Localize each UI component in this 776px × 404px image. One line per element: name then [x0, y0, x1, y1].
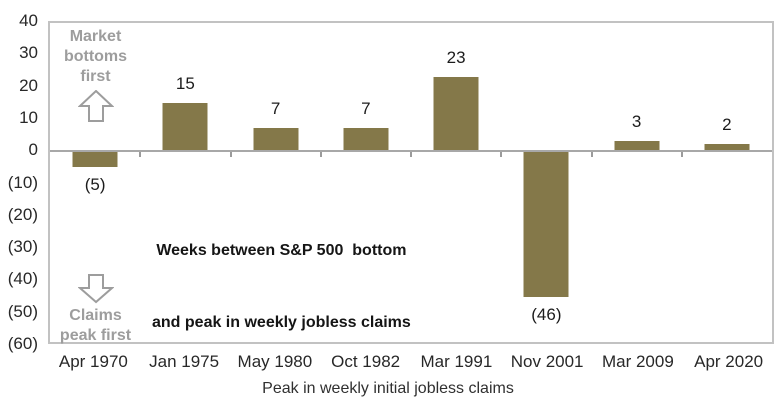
annotation-line: Weeks between S&P 500 bottom [156, 242, 407, 259]
x-tick-label: Jan 1975 [149, 352, 220, 371]
y-tick-label: (50) [7, 301, 38, 321]
x-tick-label: Mar 2009 [601, 352, 674, 371]
y-axis: 40 30 20 10 0 (10) (20) (30) (40) (50) (60) [0, 0, 46, 404]
category-boundary-tick [500, 150, 503, 157]
y-tick-label: 10 [19, 107, 38, 127]
arrow-down-icon [77, 274, 114, 304]
bar [614, 141, 660, 151]
bar-value-label: (46) [531, 305, 562, 325]
bar [704, 144, 750, 151]
bars-container: (5) 15 7 7 23 (46) 3 2 [50, 23, 772, 342]
zero-axis-line [50, 149, 772, 152]
category-boundary-tick [139, 150, 142, 157]
y-tick-label: (10) [7, 172, 38, 192]
bar-value-label: 15 [175, 73, 195, 93]
y-tick-label: (20) [7, 204, 38, 224]
arrow-up-icon [77, 90, 114, 122]
note-line: bottoms [63, 48, 128, 65]
x-axis-title: Peak in weekly initial jobless claims [262, 380, 514, 397]
bar [343, 128, 389, 151]
annotation-line: and peak in weekly jobless claims [152, 314, 411, 331]
bar-value-label: 2 [722, 115, 732, 135]
y-tick-label: 20 [19, 75, 38, 95]
category-boundary-tick [590, 150, 593, 157]
bar-column: (5) [50, 23, 140, 342]
x-axis: Apr 1970 Jan 1975 May 1980 Oct 1982 Mar 1991… [48, 352, 774, 372]
bar [433, 77, 479, 151]
y-tick-label: 40 [19, 11, 38, 30]
claims-peak-note: Claims peak first [50, 271, 141, 346]
bar-value-label: 7 [270, 99, 281, 119]
chart-annotation: Weeks between S&P 500 bottom and peak in… [152, 191, 411, 383]
bar-value-label: (5) [84, 174, 106, 194]
x-tick-label: Mar 1991 [420, 352, 493, 371]
y-tick-label: 0 [28, 140, 38, 160]
bar [253, 128, 299, 151]
bar-value-label: 3 [631, 112, 642, 132]
bar [523, 150, 569, 298]
x-tick-label: Apr 1970 [58, 352, 128, 371]
category-boundary-tick [229, 150, 232, 157]
note-line: Market [69, 28, 122, 45]
category-boundary-tick [410, 150, 412, 157]
category-boundary-tick [319, 150, 322, 157]
plot-area: Market bottoms first Claims peak first W… [48, 21, 774, 344]
y-tick-label: (30) [7, 237, 38, 257]
bar-value-label: 7 [361, 99, 371, 119]
bar-column: 2 [682, 23, 772, 342]
category-boundary-tick [680, 150, 683, 157]
y-tick-label: 30 [19, 43, 38, 63]
x-tick-label: Nov 2001 [510, 352, 584, 371]
bar-column: (46) [501, 23, 591, 342]
x-tick-label: Apr 2020 [694, 352, 764, 371]
bar-column: 7 [321, 23, 411, 342]
bar-column: 3 [592, 23, 682, 342]
y-tick-label: (40) [7, 269, 38, 289]
bar [72, 150, 118, 167]
y-tick-label: (60) [7, 334, 38, 353]
bar-value-label: 23 [446, 48, 466, 68]
bar-column: 15 [140, 23, 230, 342]
note-line: Claims [69, 307, 122, 324]
x-tick-label: May 1980 [237, 352, 313, 371]
x-tick-label: Oct 1982 [331, 352, 401, 371]
bar [162, 102, 208, 151]
bar-column: 7 [231, 23, 321, 342]
note-line: first [80, 68, 111, 85]
market-bottoms-note: Market bottoms first [50, 27, 141, 125]
bar-column: 23 [411, 23, 501, 342]
note-line: peak first [59, 327, 132, 344]
